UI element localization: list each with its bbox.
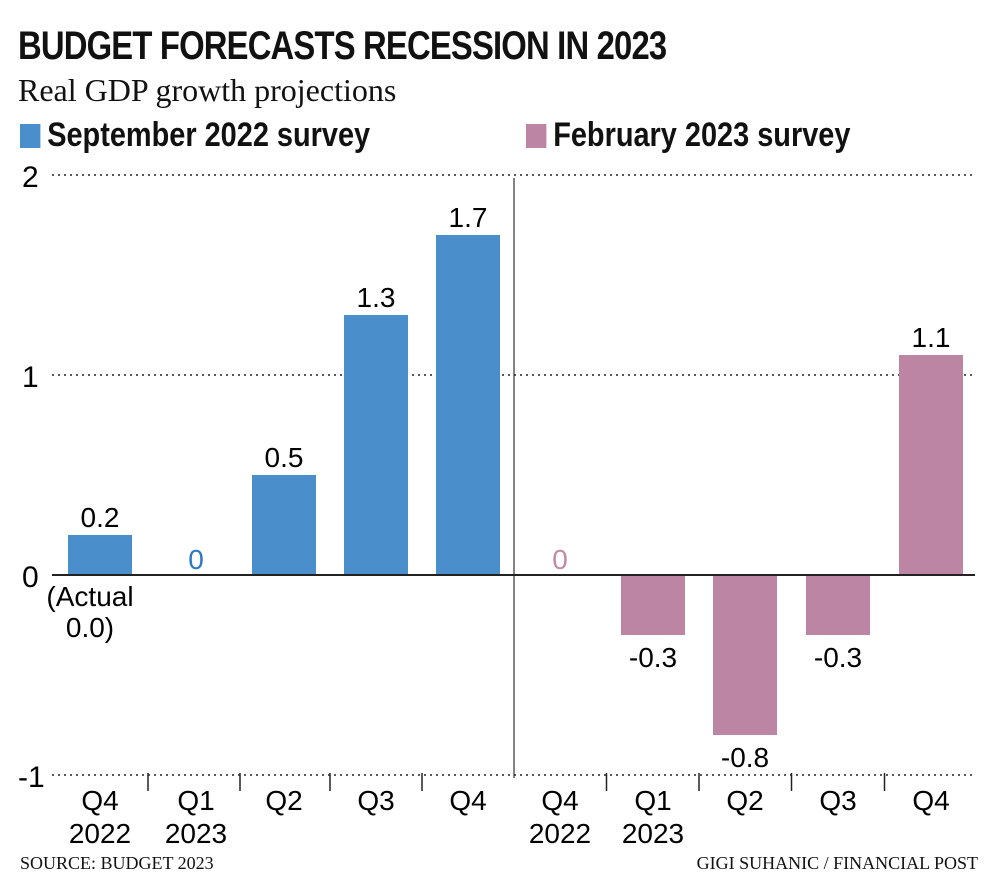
bar [344,315,408,575]
x-tick-label-year: 2022 [529,818,591,849]
bar [68,535,132,575]
bar [899,355,963,575]
x-tick-label-year: 2023 [622,818,684,849]
data-label: -0.8 [721,742,769,773]
y-tick-label: 0 [22,561,39,594]
chart-subtitle: Real GDP growth projections [18,72,397,108]
bar [252,475,316,575]
x-tick-label: Q3 [357,785,394,816]
bar [436,235,500,575]
x-tick-label: Q4 [912,785,949,816]
bar [621,575,685,635]
y-tick-label: 1 [22,361,39,394]
x-tick-label: Q3 [819,785,856,816]
data-label: 0 [552,544,568,575]
legend-label-february: February 2023 survey [553,116,851,154]
source-note: SOURCE: BUDGET 2023 [20,853,214,873]
legend-swatch-september [20,123,41,148]
data-label: -0.3 [629,642,677,673]
x-tick-label: Q1 [634,785,671,816]
data-label: 1.7 [449,202,488,233]
bar [713,575,777,735]
legend-swatch-february [526,123,547,148]
y-tick-label: -1 [18,761,45,794]
x-tick-label: Q2 [265,785,302,816]
data-label: -0.3 [814,642,862,673]
x-tick-label: Q1 [177,785,214,816]
x-tick-label: Q4 [81,785,118,816]
x-tick-label-year: 2023 [165,818,227,849]
x-tick-label-year: 2022 [69,818,131,849]
chart-title: BUDGET FORECASTS RECESSION IN 2023 [18,24,667,68]
annotation-actual-value: 0.0) [66,612,114,643]
legend-label-september: September 2022 survey [47,116,371,154]
data-label: 1.1 [912,322,951,353]
x-tick-label: Q4 [541,785,578,816]
legend-item-february: February 2023 survey [526,116,850,155]
x-tick-label: Q2 [726,785,763,816]
x-tick-label: Q4 [449,785,486,816]
legend-item-september: September 2022 survey [20,116,370,155]
data-label: 1.3 [357,282,396,313]
data-label: 0.5 [265,442,304,473]
annotation-actual: (Actual [46,581,133,612]
data-label: 0 [188,544,204,575]
data-label: 0.2 [81,502,120,533]
bar [806,575,870,635]
credit-note: GIGI SUHANIC / FINANCIAL POST [696,853,978,873]
y-tick-label: 2 [22,161,39,194]
